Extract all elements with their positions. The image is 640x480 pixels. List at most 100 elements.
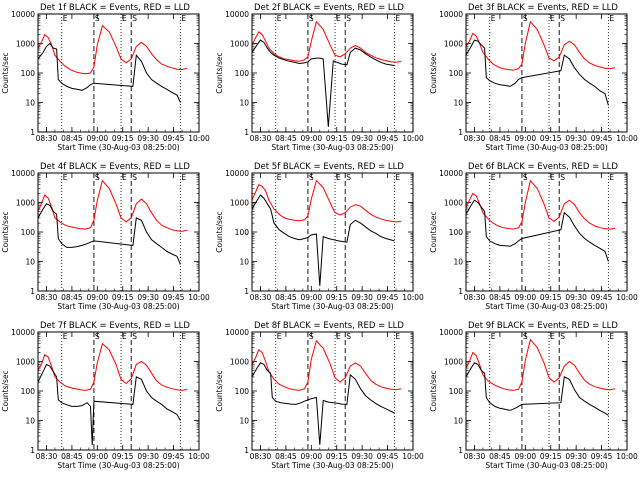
y-tick-label: 10000 <box>225 169 249 178</box>
y-tick-label: 1 <box>244 287 249 296</box>
marker-letter: E <box>395 173 400 182</box>
x-axis-label: Start Time (30-Aug-03 08:25:00) <box>57 302 179 311</box>
plot-frame <box>465 13 628 133</box>
y-tick-label: 1000 <box>230 40 249 49</box>
y-tick-label: 1 <box>458 446 463 455</box>
y-tick-label: 10000 <box>11 10 35 19</box>
series-events <box>252 39 395 127</box>
marker-letter: S <box>523 14 528 23</box>
y-tick-label: 1000 <box>444 358 463 367</box>
plot-frame <box>37 13 200 133</box>
x-tick-label: 09:30 <box>565 452 587 461</box>
marker-letter: E <box>395 332 400 341</box>
x-tick-label: 10:00 <box>402 134 424 143</box>
x-tick-label: 09:45 <box>591 293 613 302</box>
marker-letter: S <box>132 332 137 341</box>
x-tick-label: 09:00 <box>87 452 109 461</box>
y-tick-label: 10000 <box>439 169 463 178</box>
x-tick-label: 09:30 <box>351 293 373 302</box>
marker-letter: E <box>63 332 68 341</box>
series-lld <box>252 339 402 391</box>
x-tick-label: 08:30 <box>36 452 58 461</box>
y-tick-label: 1 <box>244 128 249 137</box>
panel-title: Det 6f BLACK = Events, RED = LLD <box>468 162 618 172</box>
y-tick-label: 10000 <box>439 10 463 19</box>
y-tick-label: 10 <box>25 258 35 267</box>
marker-letter: S <box>523 173 528 182</box>
y-axis-label: Counts/sec <box>1 52 10 93</box>
x-tick-label: 08:30 <box>250 452 272 461</box>
series-events <box>38 363 181 445</box>
marker-letter: S <box>132 14 137 23</box>
x-tick-label: 09:30 <box>565 134 587 143</box>
series-lld <box>466 20 616 71</box>
x-tick-label: 09:45 <box>163 293 185 302</box>
marker-letter: E <box>609 332 614 341</box>
marker-letter: E <box>63 14 68 23</box>
y-tick-label: 1000 <box>230 358 249 367</box>
marker-letter: E <box>336 332 341 341</box>
y-tick-label: 1000 <box>444 40 463 49</box>
y-tick-label: 100 <box>235 69 250 78</box>
x-tick-label: 09:45 <box>163 134 185 143</box>
series-lld <box>466 179 616 230</box>
y-tick-label: 1 <box>30 446 35 455</box>
series-events <box>38 42 181 103</box>
y-axis-label: Counts/sec <box>429 52 438 93</box>
x-tick-label: 09:30 <box>137 452 159 461</box>
panel-title: Det 3f BLACK = Events, RED = LLD <box>468 3 618 13</box>
x-axis-label: Start Time (30-Aug-03 08:25:00) <box>271 461 393 470</box>
y-axis-label: Counts/sec <box>1 211 10 252</box>
panel-det-2: Det 2f BLACK = Events, RED = LLD Counts/s… <box>215 3 424 152</box>
y-tick-label: 1 <box>244 446 249 455</box>
marker-letter: E <box>181 14 186 23</box>
y-axis-label: Counts/sec <box>215 52 224 93</box>
y-tick-label: 100 <box>449 69 464 78</box>
panel-title: Det 8f BLACK = Events, RED = LLD <box>254 321 404 331</box>
marker-letter: S <box>309 173 314 182</box>
panel-det-1: Det 1f BLACK = Events, RED = LLD Counts/s… <box>1 3 210 152</box>
y-tick-label: 10 <box>453 417 463 426</box>
y-tick-label: 10 <box>453 99 463 108</box>
y-tick-label: 100 <box>235 228 250 237</box>
marker-letter: E <box>122 332 127 341</box>
panel-title: Det 4f BLACK = Events, RED = LLD <box>40 162 190 172</box>
marker-letter: E <box>181 173 186 182</box>
x-tick-label: 09:30 <box>351 452 373 461</box>
marker-letter: E <box>277 173 282 182</box>
marker-letter: S <box>95 332 100 341</box>
panel-det-3: Det 3f BLACK = Events, RED = LLD Counts/s… <box>429 3 638 152</box>
panel-det-5: Det 5f BLACK = Events, RED = LLD Counts/s… <box>215 162 424 311</box>
x-tick-label: 09:00 <box>87 293 109 302</box>
y-tick-label: 10 <box>25 99 35 108</box>
x-tick-label: 10:00 <box>616 134 638 143</box>
marker-letter: E <box>63 173 68 182</box>
marker-letter: E <box>277 332 282 341</box>
x-axis-label: Start Time (30-Aug-03 08:25:00) <box>485 143 607 152</box>
marker-letter: E <box>122 173 127 182</box>
plot-frame <box>465 172 628 292</box>
x-tick-label: 09:45 <box>163 452 185 461</box>
y-tick-label: 10 <box>239 258 249 267</box>
x-tick-label: 09:30 <box>137 293 159 302</box>
x-tick-label: 09:00 <box>301 134 323 143</box>
marker-letter: E <box>550 14 555 23</box>
panel-det-8: Det 8f BLACK = Events, RED = LLD Counts/s… <box>215 321 424 470</box>
x-tick-label: 10:00 <box>188 134 210 143</box>
y-tick-label: 100 <box>449 387 464 396</box>
panel-det-9: Det 9f BLACK = Events, RED = LLD Counts/s… <box>429 321 638 470</box>
x-tick-label: 08:45 <box>61 452 83 461</box>
marker-letter: S <box>309 332 314 341</box>
series-events <box>252 194 395 286</box>
marker-letter: E <box>277 14 282 23</box>
x-tick-label: 09:00 <box>515 134 537 143</box>
x-tick-label: 09:15 <box>326 452 348 461</box>
panel-title: Det 9f BLACK = Events, RED = LLD <box>468 321 618 331</box>
marker-letter: S <box>346 14 351 23</box>
y-tick-label: 10000 <box>225 10 249 19</box>
y-axis-label: Counts/sec <box>429 370 438 411</box>
y-tick-label: 10 <box>453 258 463 267</box>
y-tick-label: 10000 <box>11 169 35 178</box>
x-axis-label: Start Time (30-Aug-03 08:25:00) <box>271 143 393 152</box>
x-tick-label: 10:00 <box>188 452 210 461</box>
